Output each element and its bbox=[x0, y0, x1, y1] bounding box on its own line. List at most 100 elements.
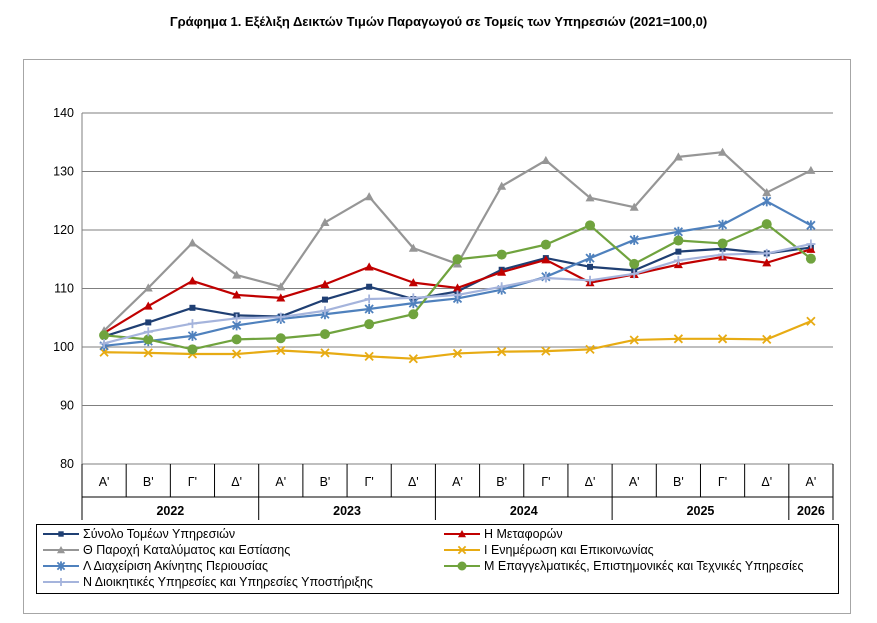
legend-swatch-marker bbox=[56, 545, 66, 554]
data-point bbox=[232, 313, 242, 323]
data-point bbox=[364, 192, 374, 201]
legend-label: Λ Διαχείριση Ακίνητης Περιουσίας bbox=[83, 559, 269, 573]
data-point bbox=[143, 301, 153, 310]
legend-swatch bbox=[444, 529, 480, 538]
data-point bbox=[762, 258, 772, 267]
data-point bbox=[453, 290, 462, 300]
data-point bbox=[629, 335, 639, 345]
data-point bbox=[675, 248, 682, 255]
data-point bbox=[585, 193, 595, 202]
legend-swatch-marker bbox=[56, 561, 66, 571]
data-point bbox=[143, 334, 154, 345]
y-tick-label: 120 bbox=[53, 223, 74, 237]
data-point bbox=[806, 220, 816, 231]
year-label: 2025 bbox=[687, 504, 715, 518]
data-point bbox=[762, 334, 772, 345]
data-point bbox=[231, 334, 242, 345]
legend-swatch-marker bbox=[56, 577, 66, 587]
x-tick-label: Α' bbox=[452, 475, 463, 489]
data-point bbox=[366, 283, 373, 290]
x-tick-label: Δ' bbox=[585, 475, 596, 489]
data-point bbox=[762, 248, 772, 258]
data-point bbox=[364, 319, 375, 330]
x-tick-label: Γ' bbox=[718, 475, 727, 489]
chart-title: Γράφημα 1. Εξέλιξη Δεικτών Τιμών Παραγωγ… bbox=[169, 14, 708, 29]
legend-label: Ι Ενημέρωση και Επικοινωνίας bbox=[484, 543, 654, 557]
data-point bbox=[673, 235, 684, 246]
data-point bbox=[187, 276, 197, 285]
data-point bbox=[320, 279, 330, 289]
data-point bbox=[276, 282, 286, 291]
y-tick-label: 140 bbox=[53, 106, 74, 120]
year-label: 2022 bbox=[156, 504, 184, 518]
data-point bbox=[497, 181, 507, 190]
data-point bbox=[718, 147, 728, 156]
data-point bbox=[541, 273, 551, 283]
data-point bbox=[452, 254, 463, 265]
data-point bbox=[143, 327, 153, 337]
legend-swatch-marker bbox=[457, 561, 467, 571]
legend-swatch bbox=[43, 545, 79, 554]
data-point bbox=[629, 258, 640, 269]
data-point bbox=[232, 290, 242, 299]
legend-item: Σύνολο Τομέων Υπηρεσιών bbox=[43, 526, 235, 542]
data-point bbox=[497, 282, 507, 292]
data-point bbox=[805, 253, 816, 264]
legend-swatch bbox=[444, 561, 480, 571]
x-tick-label: Γ' bbox=[188, 475, 197, 489]
y-tick-label: 110 bbox=[54, 282, 74, 296]
data-point bbox=[496, 249, 507, 260]
legend-item: Λ Διαχείριση Ακίνητης Περιουσίας bbox=[43, 558, 268, 574]
data-point bbox=[99, 338, 109, 348]
data-point bbox=[364, 262, 374, 271]
data-point bbox=[673, 334, 684, 344]
year-label: 2023 bbox=[333, 504, 361, 518]
data-point bbox=[453, 283, 462, 292]
legend-swatch-marker bbox=[457, 529, 467, 538]
legend-label: Σύνολο Τομέων Υπηρεσιών bbox=[83, 527, 236, 541]
legend-swatch bbox=[43, 531, 79, 537]
data-point bbox=[320, 306, 330, 316]
data-point bbox=[276, 345, 286, 356]
data-point bbox=[452, 348, 463, 359]
data-point bbox=[762, 188, 772, 197]
legend: Σύνολο Τομέων Υπηρεσιών Η Μεταφορών Θ Παρο… bbox=[36, 524, 839, 594]
data-point bbox=[276, 293, 286, 302]
data-point bbox=[585, 220, 596, 231]
legend-label: Ν Διοικητικές Υπηρεσίες και Υπηρεσίες Υπ… bbox=[83, 575, 373, 589]
x-tick-label: Β' bbox=[143, 475, 154, 489]
data-point bbox=[319, 329, 330, 340]
series-7 bbox=[99, 239, 816, 348]
data-point bbox=[718, 250, 728, 260]
x-tick-label: Α' bbox=[629, 475, 640, 489]
data-point bbox=[231, 349, 242, 359]
legend-swatch bbox=[43, 577, 79, 587]
x-tick-label: Β' bbox=[496, 475, 507, 489]
data-point bbox=[497, 267, 507, 276]
year-label: 2024 bbox=[510, 504, 538, 518]
data-point bbox=[629, 234, 639, 245]
data-point bbox=[541, 155, 551, 164]
chart-frame bbox=[23, 59, 851, 614]
data-point bbox=[143, 348, 153, 358]
x-tick-label: Α' bbox=[99, 475, 110, 489]
legend-item: Ν Διοικητικές Υπηρεσίες και Υπηρεσίες Υπ… bbox=[43, 574, 373, 590]
data-point bbox=[364, 294, 374, 304]
x-tick-label: Α' bbox=[806, 475, 817, 489]
legend-item: Μ Επαγγελματικές, Επιστημονικές και Τεχν… bbox=[444, 558, 804, 574]
data-point bbox=[585, 253, 595, 264]
legend-item: Ι Ενημέρωση και Επικοινωνίας bbox=[444, 542, 654, 558]
data-point bbox=[189, 304, 196, 311]
x-tick-label: Β' bbox=[320, 475, 331, 489]
data-point bbox=[717, 238, 728, 249]
data-point bbox=[585, 344, 595, 354]
data-point bbox=[629, 202, 639, 211]
data-point bbox=[187, 330, 198, 341]
data-point bbox=[762, 196, 772, 207]
legend-item: Θ Παροχή Καταλύματος και Εστίασης bbox=[43, 542, 290, 558]
data-point bbox=[806, 316, 816, 326]
data-point bbox=[143, 283, 153, 292]
x-tick-label: Α' bbox=[275, 475, 286, 489]
data-point bbox=[408, 309, 419, 320]
